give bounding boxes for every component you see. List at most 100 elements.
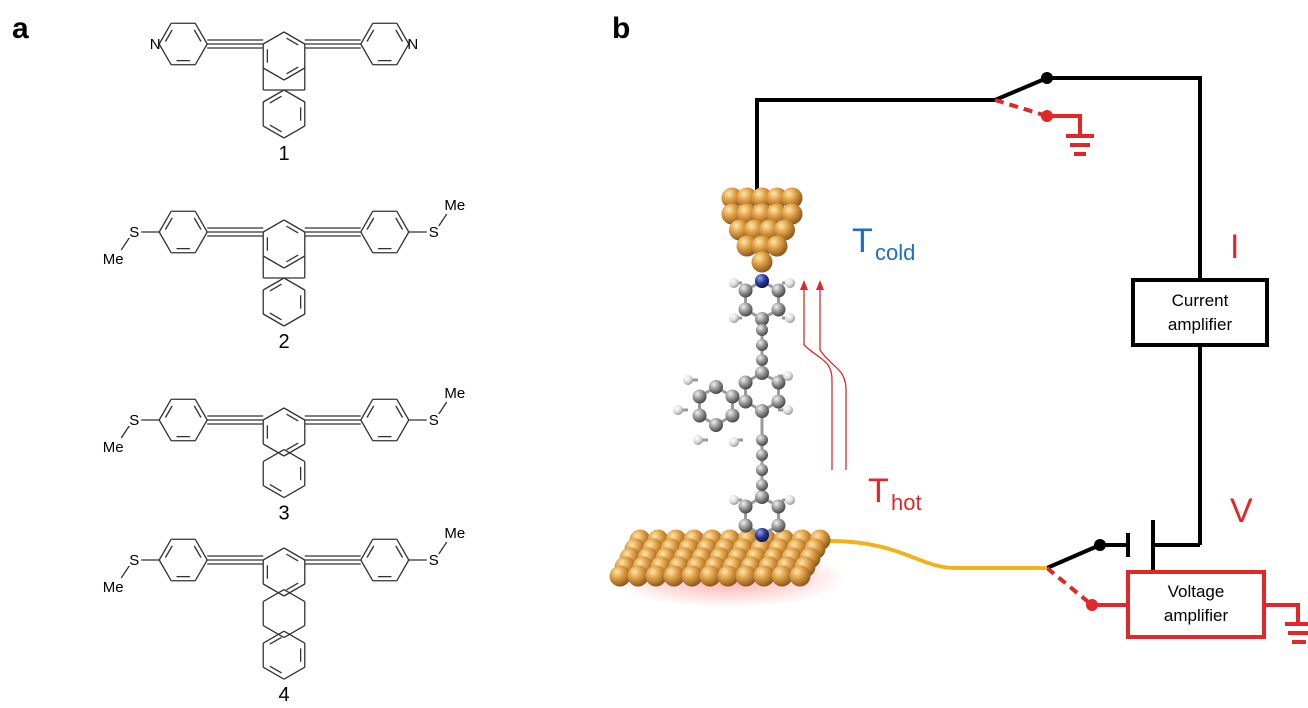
sulfur-atom-right: S <box>429 552 439 569</box>
molecule-structures: N N 1 S Me S Me 2 S Me S Me 3 S Me S Me 4 <box>103 22 465 706</box>
t-hot-label: T hot <box>868 472 922 515</box>
ring-bond <box>262 666 285 680</box>
ring-bond <box>396 210 410 233</box>
tip-wire <box>755 98 995 195</box>
carbon-atom <box>692 408 707 423</box>
ring-bond <box>194 538 208 561</box>
double-bond <box>269 312 282 321</box>
hydrogen-atom <box>693 435 703 445</box>
gold-atom <box>735 565 757 587</box>
ring-bond <box>283 443 306 457</box>
ring-bond <box>194 559 208 582</box>
ring-bond <box>396 559 410 582</box>
ring-bond <box>283 630 306 644</box>
ring-bond <box>262 219 285 233</box>
voltage-amplifier-line1: Voltage <box>1168 582 1225 601</box>
gold-substrate <box>609 529 831 587</box>
ring-bond <box>283 407 306 421</box>
nitrogen-atom <box>755 274 769 288</box>
ring-bond <box>360 43 374 66</box>
gold-atom <box>766 187 788 209</box>
right-terminal-ring <box>360 210 410 254</box>
carbon-atom <box>756 339 768 351</box>
double-bond <box>286 442 299 451</box>
carbon-atom <box>756 449 768 461</box>
gold-atom <box>789 565 811 587</box>
double-bond <box>164 405 173 418</box>
hydrogen-atom <box>673 405 683 415</box>
hydrogen-atom <box>729 495 739 505</box>
ring-bond <box>158 231 172 254</box>
methyl-left: Me <box>103 579 124 596</box>
ring-bond <box>158 538 172 561</box>
gold-atom <box>759 219 780 241</box>
ring-bond <box>262 630 285 644</box>
top-right-wire <box>1047 76 1202 280</box>
double-bond <box>193 545 202 558</box>
double-bond <box>366 217 375 230</box>
central-ring <box>262 407 306 457</box>
gold-atom <box>744 219 765 241</box>
sulfur-atom-right: S <box>429 224 439 241</box>
nitrogen-atom-left: N <box>150 36 161 53</box>
double-bond <box>164 29 173 42</box>
gold-atom <box>729 219 750 241</box>
carbon-atom <box>755 404 769 418</box>
ring-bond <box>283 666 306 680</box>
double-bond <box>366 405 375 418</box>
double-bond <box>193 29 202 42</box>
carbon-atom <box>738 499 753 514</box>
carbon-atom <box>738 375 753 390</box>
ring-bond <box>158 559 172 582</box>
current-amplifier-box: Current amplifier <box>1131 278 1269 347</box>
ring-bond <box>283 589 306 603</box>
top-ground-switch <box>994 98 1094 156</box>
current-amplifier-line1: Current <box>1172 291 1229 310</box>
t-cold-main: T <box>852 222 873 260</box>
double-bond <box>269 124 282 133</box>
ring-bond <box>360 231 374 254</box>
ring-bond <box>283 67 306 81</box>
carbon-atom <box>738 518 753 533</box>
nitrogen-atom <box>755 528 769 542</box>
hydrogen-atom <box>729 278 739 288</box>
ring-bond <box>396 22 410 45</box>
gold-atom <box>736 187 758 209</box>
alkyne-triple-bond <box>207 415 264 425</box>
ring-bond <box>283 125 306 139</box>
ring-bond <box>262 625 285 639</box>
sulfur-atom-right: S <box>429 412 439 429</box>
ring-bond <box>283 583 306 597</box>
double-bond <box>286 413 299 422</box>
ring-bond <box>262 547 285 561</box>
ring-bond <box>262 313 285 327</box>
methyl-right: Me <box>444 197 465 214</box>
gold-atom <box>766 203 788 225</box>
double-bond <box>366 29 375 42</box>
ring-bond <box>283 449 306 463</box>
ring-bond <box>158 398 172 421</box>
carbon-atom <box>755 490 769 504</box>
bottom-switch-arm <box>1046 543 1101 570</box>
bond <box>120 565 130 579</box>
double-bond <box>286 254 299 263</box>
alkyne-triple-bond <box>207 39 264 49</box>
ring-bond <box>360 419 374 442</box>
gold-atom <box>751 187 773 209</box>
hydrogen-atom <box>729 313 739 323</box>
carbon-atom <box>756 464 768 476</box>
t-cold-label: T cold <box>852 222 915 265</box>
compound-4: S Me S Me 4 <box>103 525 465 706</box>
double-bond <box>164 217 173 230</box>
ring-bond <box>262 125 285 139</box>
carbon-atom <box>725 389 740 404</box>
gold-atom <box>627 565 649 587</box>
lower-benzene-ring <box>262 89 306 139</box>
anthracene-middle-ring <box>262 589 306 639</box>
ring-bond <box>262 485 285 499</box>
ring-bond <box>194 231 208 254</box>
double-bond <box>395 29 404 42</box>
carbon-atom <box>756 479 768 491</box>
bottom-switch-contact <box>1094 539 1106 551</box>
sulfur-atom-left: S <box>129 552 139 569</box>
